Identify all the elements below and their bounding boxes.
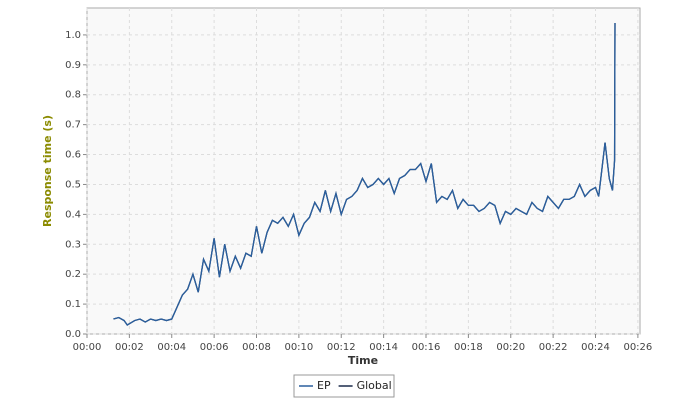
x-tick-label: 00:04	[157, 342, 186, 353]
y-tick-label: 0.6	[65, 150, 81, 161]
y-tick-label: 1.0	[65, 30, 81, 41]
line	[113, 22, 616, 326]
x-tick-label: 00:26	[623, 342, 652, 353]
y-tick-label: 0.7	[65, 120, 81, 131]
x-tick-label: 00:12	[327, 342, 356, 353]
legend-label: EP	[317, 379, 331, 392]
y-tick-label: 0.1	[65, 299, 81, 310]
x-tick-label: 00:14	[369, 342, 398, 353]
x-tick-label: 00:18	[454, 342, 483, 353]
x-tick-label: 00:06	[200, 342, 229, 353]
legend-label: Global	[357, 379, 392, 392]
x-tick-label: 00:22	[539, 342, 568, 353]
y-tick-label: 0.0	[65, 329, 81, 340]
x-tick-label: 00:20	[496, 342, 525, 353]
x-tick-label: 00:10	[284, 342, 313, 353]
x-tick-label: 00:24	[581, 342, 610, 353]
x-tick-label: 00:00	[73, 342, 102, 353]
y-tick-label: 0.5	[65, 179, 81, 190]
x-tick-label: 00:08	[242, 342, 271, 353]
y-tick-label: 0.9	[65, 60, 81, 71]
y-tick-label: 0.3	[65, 239, 81, 250]
y-tick-label: 0.4	[65, 209, 81, 220]
y-tick-label: 0.2	[65, 269, 81, 280]
x-tick-label: 00:16	[412, 342, 441, 353]
plot-area	[86, 7, 641, 335]
x-axis-title: Time	[348, 354, 378, 367]
y-tick-label: 0.8	[65, 90, 81, 101]
x-tick-label: 00:02	[115, 342, 144, 353]
y-axis-title: Response time (s)	[41, 115, 54, 227]
